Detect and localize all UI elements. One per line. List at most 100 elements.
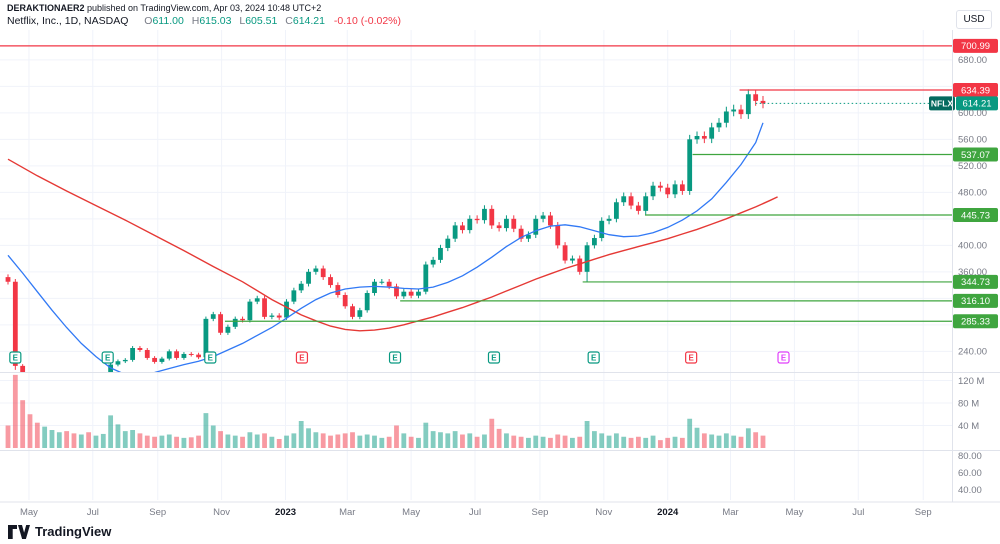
candle-body (12, 281, 18, 366)
volume-bar (284, 435, 289, 448)
level-price-badge (953, 274, 998, 289)
sub-scale-tick-label: 60.00 (958, 468, 982, 479)
volume-bar (672, 436, 678, 448)
volume-bar (548, 437, 553, 448)
symbol-title[interactable]: Netflix, Inc., 1D, NASDAQ (7, 15, 129, 27)
volume-bar (496, 428, 502, 448)
volume-bar (584, 421, 590, 448)
volume-bar (570, 437, 575, 448)
volume-bar (34, 422, 40, 448)
change-value: -0.10 (-0.02%) (333, 15, 402, 27)
volume-bar (225, 434, 231, 448)
currency-button[interactable]: USD (956, 10, 992, 29)
price-axis[interactable]: 680.00 600.00 560.00 520.00 480.00 400.00 360.… (958, 55, 987, 496)
time-axis-month-label: Jul (87, 507, 99, 518)
volume-bar (555, 434, 561, 448)
moving-averages (7, 122, 778, 375)
earnings-icon[interactable] (388, 351, 402, 364)
time-axis[interactable]: May Jul Sep Nov 2023 Mar May Jul Sep Nov 2024 Mar Ma… (20, 507, 932, 518)
volume-bar (100, 433, 106, 448)
earnings-icon[interactable] (587, 351, 600, 364)
candle-body (94, 388, 99, 394)
volume-bar (64, 431, 70, 448)
volume-bar (489, 418, 495, 448)
volume-bar (613, 433, 619, 448)
time-axis-month-label: Mar (339, 507, 355, 518)
candle-body (555, 225, 561, 246)
price-tick-label: 360.00 (958, 267, 987, 278)
high-label: H (191, 15, 200, 27)
candle-body (276, 315, 282, 318)
level-price-badge (953, 147, 998, 162)
earnings-icon[interactable] (9, 351, 22, 364)
price-tick-label: 600.00 (958, 108, 987, 119)
candle-body (430, 259, 436, 265)
volume-bar (108, 415, 114, 448)
volume-bar (78, 434, 84, 448)
earnings-icon[interactable] (777, 351, 790, 364)
volume-bar (467, 433, 473, 448)
candle-body (738, 109, 744, 115)
candle-body (306, 271, 311, 284)
volume-bar (401, 433, 407, 448)
earnings-icon-letter: E (392, 354, 398, 363)
tradingview-logo[interactable]: TradingView (8, 524, 111, 539)
candle-body (628, 196, 634, 206)
candle-body (548, 215, 553, 226)
candlestick-series[interactable] (5, 89, 766, 395)
volume-bar (716, 435, 722, 448)
earnings-icon[interactable] (487, 351, 501, 364)
candle-body (423, 264, 429, 292)
candle-body (687, 139, 693, 191)
volume-bar (342, 433, 348, 448)
level-price-badge (953, 208, 998, 223)
volume-bar (482, 434, 487, 448)
ma-red-line[interactable] (7, 158, 778, 332)
candle-body (460, 225, 465, 231)
candle-body (313, 268, 319, 272)
time-axis-month-label: Nov (595, 507, 612, 518)
level-price-badge (953, 314, 998, 329)
volume-bar (533, 435, 539, 448)
candle-body (379, 281, 385, 283)
volume-bar (203, 413, 209, 448)
earnings-icon[interactable] (204, 351, 217, 364)
time-axis-month-label: Jul (852, 507, 864, 518)
time-axis-month-label: Sep (531, 507, 548, 518)
volume-bar (115, 424, 121, 448)
ma-blue-line[interactable] (7, 122, 764, 375)
volume-bar (56, 432, 62, 448)
candle-body (101, 385, 106, 388)
earnings-icon-letter: E (781, 354, 787, 363)
volume-bar (474, 436, 480, 448)
volume-bar (723, 433, 729, 448)
candle-body (188, 353, 194, 355)
candle-body (694, 136, 700, 140)
volume-bar (511, 435, 517, 448)
level-price-badge (953, 293, 998, 308)
candle-body (679, 184, 685, 191)
candle-body (599, 220, 605, 239)
candle-body (342, 295, 348, 307)
earnings-icon[interactable] (101, 351, 114, 364)
candle-body (28, 381, 33, 389)
volume-bar (328, 435, 333, 448)
candle-body (79, 389, 84, 394)
earnings-icon[interactable] (295, 351, 309, 364)
volume-bar (188, 437, 194, 448)
candle-body (416, 291, 421, 296)
candle-body (144, 349, 150, 358)
volume-bar (526, 437, 531, 448)
volume-bar (5, 425, 11, 448)
level-price-label: 316.10 (961, 296, 990, 307)
volume-tick-label: 80 M (958, 398, 979, 409)
time-axis-month-label: May (20, 507, 38, 518)
volume-bar (504, 433, 509, 448)
earnings-icon[interactable] (685, 351, 698, 364)
volume-bar (298, 421, 304, 448)
candle-body (269, 315, 275, 317)
volume-bar (760, 435, 766, 448)
